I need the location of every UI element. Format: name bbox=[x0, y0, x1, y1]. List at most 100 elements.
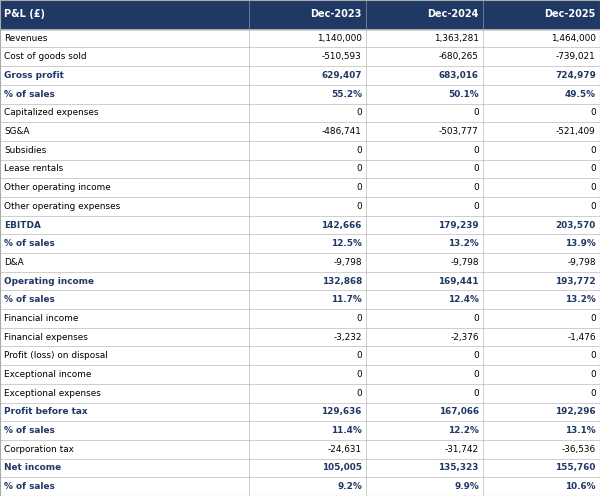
Text: 0: 0 bbox=[473, 108, 479, 118]
Text: 0: 0 bbox=[473, 202, 479, 211]
Bar bbox=[0, 197, 600, 216]
Text: Exceptional expenses: Exceptional expenses bbox=[4, 389, 101, 398]
Text: 0: 0 bbox=[590, 146, 596, 155]
Text: -3,232: -3,232 bbox=[334, 333, 362, 342]
Bar bbox=[0, 104, 600, 122]
Text: Dec-2023: Dec-2023 bbox=[310, 9, 362, 19]
Text: Exceptional income: Exceptional income bbox=[4, 370, 92, 379]
Text: 0: 0 bbox=[473, 370, 479, 379]
Text: Lease rentals: Lease rentals bbox=[4, 165, 64, 174]
Bar bbox=[0, 216, 600, 234]
Text: 0: 0 bbox=[356, 165, 362, 174]
Text: 13.2%: 13.2% bbox=[448, 239, 479, 248]
Bar bbox=[0, 440, 600, 459]
Text: -9,798: -9,798 bbox=[333, 258, 362, 267]
Text: 169,441: 169,441 bbox=[438, 277, 479, 286]
Text: -9,798: -9,798 bbox=[450, 258, 479, 267]
Text: 12.4%: 12.4% bbox=[448, 295, 479, 304]
Text: 12.2%: 12.2% bbox=[448, 426, 479, 435]
Text: -486,741: -486,741 bbox=[322, 127, 362, 136]
Text: 0: 0 bbox=[590, 351, 596, 360]
Text: 193,772: 193,772 bbox=[555, 277, 596, 286]
Bar bbox=[0, 272, 600, 291]
Text: % of sales: % of sales bbox=[4, 239, 55, 248]
Text: Gross profit: Gross profit bbox=[4, 71, 64, 80]
Text: 13.2%: 13.2% bbox=[565, 295, 596, 304]
Text: 179,239: 179,239 bbox=[438, 221, 479, 230]
Bar bbox=[0, 29, 600, 48]
Bar bbox=[0, 253, 600, 272]
Text: -2,376: -2,376 bbox=[450, 333, 479, 342]
Text: 1,140,000: 1,140,000 bbox=[317, 34, 362, 43]
Text: 0: 0 bbox=[356, 370, 362, 379]
Text: -503,777: -503,777 bbox=[439, 127, 479, 136]
Text: -510,593: -510,593 bbox=[322, 52, 362, 62]
Text: Profit before tax: Profit before tax bbox=[4, 407, 88, 417]
Bar bbox=[0, 122, 600, 141]
Text: 0: 0 bbox=[356, 146, 362, 155]
Bar bbox=[0, 234, 600, 253]
Text: 0: 0 bbox=[590, 183, 596, 192]
Text: 55.2%: 55.2% bbox=[331, 90, 362, 99]
Text: -1,476: -1,476 bbox=[568, 333, 596, 342]
Bar bbox=[0, 403, 600, 421]
Bar bbox=[0, 347, 600, 365]
Text: 13.1%: 13.1% bbox=[565, 426, 596, 435]
Text: Cost of goods sold: Cost of goods sold bbox=[4, 52, 87, 62]
Bar bbox=[0, 459, 600, 477]
Text: 0: 0 bbox=[590, 202, 596, 211]
Text: 9.9%: 9.9% bbox=[454, 482, 479, 491]
Text: 10.6%: 10.6% bbox=[565, 482, 596, 491]
Text: Revenues: Revenues bbox=[4, 34, 47, 43]
Text: Financial expenses: Financial expenses bbox=[4, 333, 88, 342]
Text: 724,979: 724,979 bbox=[555, 71, 596, 80]
Bar bbox=[0, 66, 600, 85]
Text: 155,760: 155,760 bbox=[556, 463, 596, 473]
Text: Financial income: Financial income bbox=[4, 314, 79, 323]
Text: 683,016: 683,016 bbox=[439, 71, 479, 80]
Text: 135,323: 135,323 bbox=[439, 463, 479, 473]
Text: 0: 0 bbox=[473, 351, 479, 360]
Text: Corporation tax: Corporation tax bbox=[4, 445, 74, 454]
Text: 105,005: 105,005 bbox=[322, 463, 362, 473]
Text: 1,363,281: 1,363,281 bbox=[434, 34, 479, 43]
Text: 1,464,000: 1,464,000 bbox=[551, 34, 596, 43]
Text: D&A: D&A bbox=[4, 258, 24, 267]
Text: % of sales: % of sales bbox=[4, 295, 55, 304]
Text: -680,265: -680,265 bbox=[439, 52, 479, 62]
Bar bbox=[0, 365, 600, 384]
Text: -9,798: -9,798 bbox=[567, 258, 596, 267]
Text: 9.2%: 9.2% bbox=[337, 482, 362, 491]
Bar bbox=[0, 85, 600, 104]
Text: 12.5%: 12.5% bbox=[331, 239, 362, 248]
Text: 132,868: 132,868 bbox=[322, 277, 362, 286]
Text: Other operating income: Other operating income bbox=[4, 183, 111, 192]
Text: 142,666: 142,666 bbox=[322, 221, 362, 230]
Text: 0: 0 bbox=[356, 389, 362, 398]
Bar bbox=[0, 0, 249, 29]
Text: 0: 0 bbox=[356, 183, 362, 192]
Text: Other operating expenses: Other operating expenses bbox=[4, 202, 121, 211]
Bar bbox=[0, 291, 600, 309]
Text: 11.4%: 11.4% bbox=[331, 426, 362, 435]
Bar bbox=[0, 178, 600, 197]
Bar bbox=[0, 48, 600, 66]
Text: -521,409: -521,409 bbox=[556, 127, 596, 136]
Bar bbox=[249, 0, 366, 29]
Text: 0: 0 bbox=[356, 202, 362, 211]
Text: Capitalized expenses: Capitalized expenses bbox=[4, 108, 98, 118]
Bar bbox=[0, 309, 600, 328]
Text: Net income: Net income bbox=[4, 463, 61, 473]
Text: Operating income: Operating income bbox=[4, 277, 94, 286]
Text: Dec-2024: Dec-2024 bbox=[427, 9, 479, 19]
Text: 0: 0 bbox=[473, 389, 479, 398]
Bar bbox=[366, 0, 483, 29]
Text: Profit (loss) on disposal: Profit (loss) on disposal bbox=[4, 351, 108, 360]
Text: Subsidies: Subsidies bbox=[4, 146, 46, 155]
Text: -31,742: -31,742 bbox=[445, 445, 479, 454]
Text: SG&A: SG&A bbox=[4, 127, 30, 136]
Text: 0: 0 bbox=[356, 314, 362, 323]
Bar bbox=[483, 0, 600, 29]
Text: 0: 0 bbox=[590, 389, 596, 398]
Bar bbox=[0, 160, 600, 178]
